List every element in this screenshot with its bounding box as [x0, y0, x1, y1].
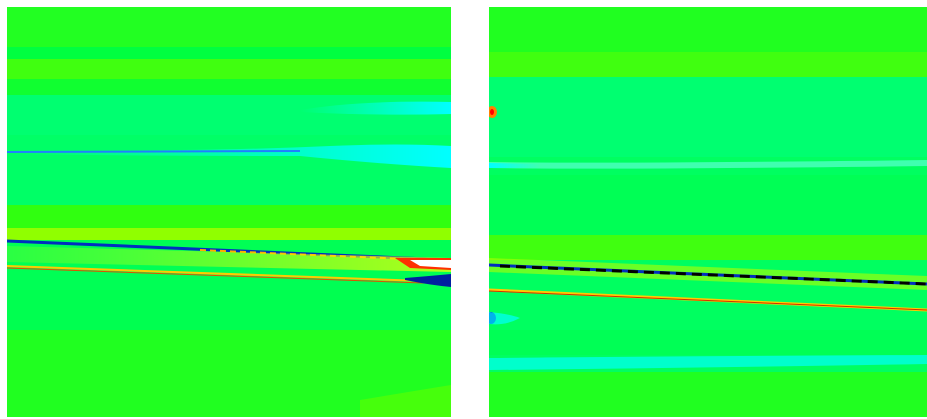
- right-panel: [489, 7, 927, 417]
- left-panel: [7, 7, 451, 417]
